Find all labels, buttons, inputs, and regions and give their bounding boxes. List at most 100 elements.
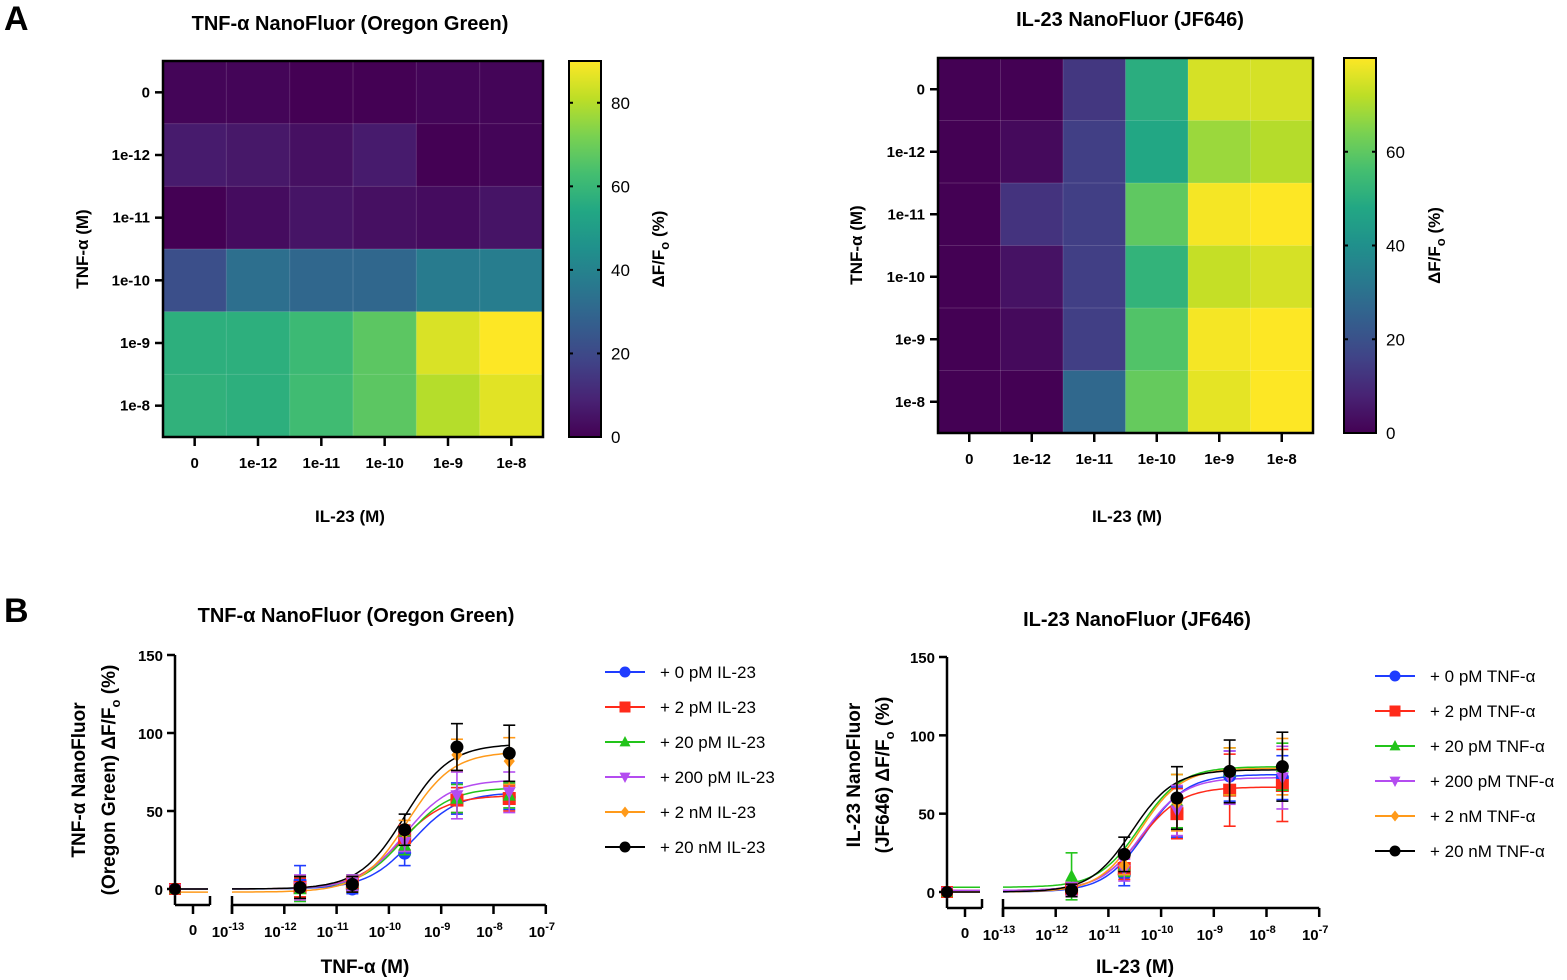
- legend-marker: [619, 772, 631, 784]
- heatmap-cell: [1250, 58, 1314, 121]
- dose-tnf-xlabel: TNF-α (M): [321, 957, 410, 978]
- colorbar-tick-label: 0: [611, 428, 620, 447]
- heatmap-cell: [416, 123, 481, 187]
- colorbar-tick-label: 40: [611, 261, 630, 280]
- heatmap-cell: [353, 249, 417, 313]
- legend-item: + 2 pM IL-23: [605, 698, 756, 717]
- x-tick-label: 10-8: [1249, 924, 1275, 944]
- legend-marker: [1389, 670, 1401, 682]
- y-tick-label: 50: [918, 807, 935, 824]
- dose-tnf-legend: + 0 pM IL-23 + 2 pM IL-23 + 20 pM IL-23 + 2…: [605, 663, 775, 857]
- x-tick-label: 1e-12: [1013, 451, 1051, 468]
- data-point: [169, 883, 181, 895]
- heatmap-cell: [353, 61, 417, 125]
- heatmap-cell: [1250, 183, 1314, 246]
- x-tick-label: 0: [190, 455, 198, 472]
- heatmap-cell: [289, 249, 354, 313]
- heatmap-cell: [163, 374, 227, 438]
- heatmap-cell: [1063, 58, 1126, 121]
- heatmap-il23-colorbar: 0 20 40 60 ΔF/Fo (%): [1343, 57, 1448, 443]
- heatmap-cell: [1250, 308, 1314, 371]
- legend-item: + 20 pM IL-23: [605, 733, 765, 752]
- heatmap-cell: [479, 249, 544, 313]
- y-tick-label: 100: [138, 726, 163, 743]
- data-point: [398, 823, 412, 837]
- fit-curve: [232, 787, 510, 890]
- heatmap-cell: [353, 123, 417, 187]
- heatmap-tnf-colorbar: 0 20 40 60 80 ΔF/Fo (%): [568, 60, 672, 447]
- x-tick-label: 10-12: [1035, 924, 1068, 944]
- y-axis-label-line1: TNF-α NanoFluor: [69, 702, 90, 858]
- legend-label: + 20 pM TNF-α: [1430, 737, 1545, 756]
- heatmap-cell: [479, 186, 544, 250]
- legend-marker: [620, 806, 630, 818]
- heatmap-cell: [1063, 370, 1126, 434]
- heatmap-il23-nanofluor: IL-23 NanoFluor (JF646) 0 1e-12 1e-11 1e-10…: [847, 9, 1448, 526]
- x-tick-label: 1e-11: [1075, 451, 1113, 468]
- heatmap-cell: [416, 249, 481, 313]
- data-point: [1065, 883, 1079, 897]
- legend-item: + 2 nM TNF-α: [1375, 807, 1536, 826]
- dose-tnf-title: TNF-α NanoFluor (Oregon Green): [198, 605, 515, 627]
- legend-item: + 200 pM IL-23: [605, 768, 775, 787]
- heatmap-cell: [1000, 183, 1064, 246]
- heatmap-cell: [353, 374, 417, 438]
- heatmap-cell: [1125, 183, 1189, 246]
- x-tick-label: 1e-8: [496, 455, 526, 472]
- heatmap-cell: [479, 61, 544, 125]
- heatmap-cell: [1125, 58, 1189, 121]
- x-tick-label: 10-8: [476, 921, 502, 941]
- legend-marker: [619, 735, 631, 747]
- heatmap-cell: [1063, 183, 1126, 246]
- heatmap-cell: [938, 245, 1001, 309]
- legend-label: + 20 nM IL-23: [660, 838, 765, 857]
- heatmap-tnf-xlabel: IL-23 (M): [315, 507, 385, 526]
- heatmap-cell: [938, 120, 1001, 184]
- y-tick-label: 0: [927, 885, 935, 902]
- heatmap-cell: [289, 374, 354, 438]
- x-tick-label: 1e-12: [239, 455, 277, 472]
- legend-marker: [619, 666, 631, 678]
- y-tick-label: 1e-12: [112, 147, 150, 164]
- data-point: [1223, 764, 1237, 778]
- x-tick-label: 1e-9: [1204, 451, 1234, 468]
- y-tick-label: 1e-8: [120, 398, 150, 415]
- x-tick-label: 10-13: [983, 924, 1016, 944]
- x-tick-label: 10-11: [317, 921, 349, 941]
- heatmap-cell: [1188, 308, 1251, 371]
- heatmap-cell: [289, 311, 354, 375]
- x-tick-label-zero: 0: [189, 922, 197, 939]
- data-point: [1117, 847, 1131, 861]
- heatmap-cell: [1000, 58, 1064, 121]
- colorbar-gradient: [568, 60, 602, 438]
- heatmap-cell: [1125, 245, 1189, 309]
- data-point: [502, 746, 516, 760]
- heatmap-cell: [416, 311, 481, 375]
- legend-item: + 200 pM TNF-α: [1375, 772, 1554, 791]
- y-tick-label: 0: [917, 81, 925, 98]
- heatmap-cell: [289, 186, 354, 250]
- heatmap-cell: [938, 370, 1001, 434]
- legend-marker: [1390, 810, 1400, 822]
- heatmap-cell: [226, 249, 291, 313]
- y-tick-label: 0: [142, 84, 150, 101]
- data-point: [345, 877, 359, 891]
- heatmap-cell: [1188, 120, 1251, 184]
- heatmap-cell: [226, 186, 291, 250]
- data-point: [1170, 791, 1184, 805]
- heatmap-cell: [1188, 370, 1251, 434]
- x-tick-label: 10-7: [529, 921, 555, 941]
- fit-curve: [1003, 777, 1283, 892]
- legend-marker: [1389, 845, 1401, 857]
- fit-curve: [232, 792, 510, 890]
- heatmap-cell: [1063, 245, 1126, 309]
- heatmap-cell: [1125, 370, 1189, 434]
- data-point: [941, 886, 953, 898]
- legend-marker: [1389, 776, 1401, 788]
- heatmap-cell: [226, 123, 291, 187]
- heatmap-cell: [416, 61, 481, 125]
- legend-item: + 20 pM TNF-α: [1375, 737, 1545, 756]
- heatmap-cell: [1188, 245, 1251, 309]
- x-tick-label: 1e-8: [1267, 451, 1297, 468]
